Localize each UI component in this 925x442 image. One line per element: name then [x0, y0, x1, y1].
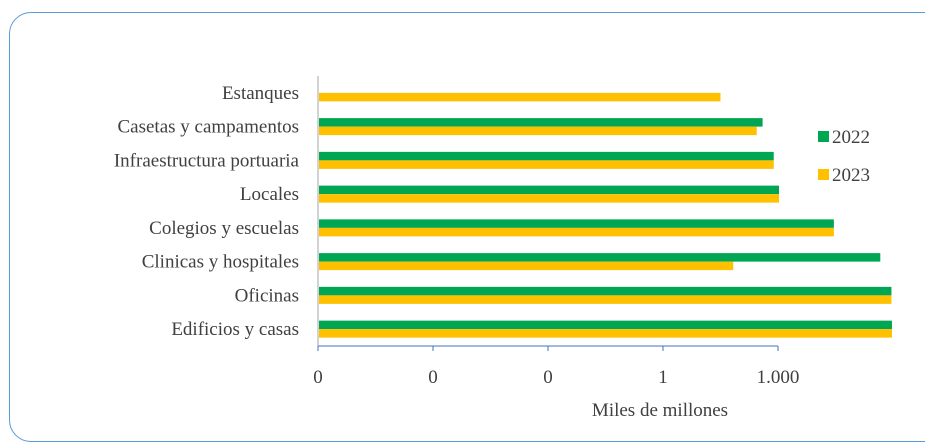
category-label: Clinicas y hospitales [142, 252, 299, 273]
category-label: Oficinas [235, 285, 299, 306]
bar-2023 [319, 160, 774, 169]
bar-2022 [319, 253, 881, 262]
category-label: Casetas y campamentos [117, 117, 299, 138]
bar-2022 [319, 185, 779, 195]
x-tick-label: 1.000 [757, 367, 800, 388]
bar-2023 [319, 194, 779, 203]
legend-label-2022: 2022 [832, 127, 870, 148]
category-label: Colegios y escuelas [149, 218, 299, 239]
bar-2022 [319, 320, 892, 330]
x-tick-label: 0 [428, 367, 438, 388]
bar-chart: Edificios y casas Oficinas Clinicas y hosp… [114, 76, 892, 417]
category-label: Estanques [222, 83, 299, 104]
category-label: Edificios y casas [171, 319, 299, 340]
bar-2023 [319, 126, 757, 136]
bar-2023 [319, 92, 721, 102]
x-tick-label: 0 [313, 367, 323, 388]
category-label: Infraestructura portuaria [114, 150, 300, 171]
bar-2023 [319, 329, 892, 338]
legend-swatch-2022 [818, 131, 829, 142]
legend-swatch-2023 [818, 169, 829, 180]
bar-2023 [319, 227, 834, 237]
x-axis-title: Miles de millones [592, 400, 728, 417]
bar-2022 [319, 286, 892, 296]
legend: 2022 2023 [818, 127, 870, 186]
bar-2023 [319, 295, 892, 304]
category-label: Locales [240, 184, 299, 205]
bar-2022 [319, 151, 774, 161]
legend-label-2023: 2023 [832, 165, 870, 186]
bar-2022 [319, 219, 834, 228]
x-tick-label: 0 [543, 367, 553, 388]
x-tick-label: 1 [658, 367, 668, 388]
bar-2022 [319, 118, 763, 127]
bar-2023 [319, 261, 734, 271]
